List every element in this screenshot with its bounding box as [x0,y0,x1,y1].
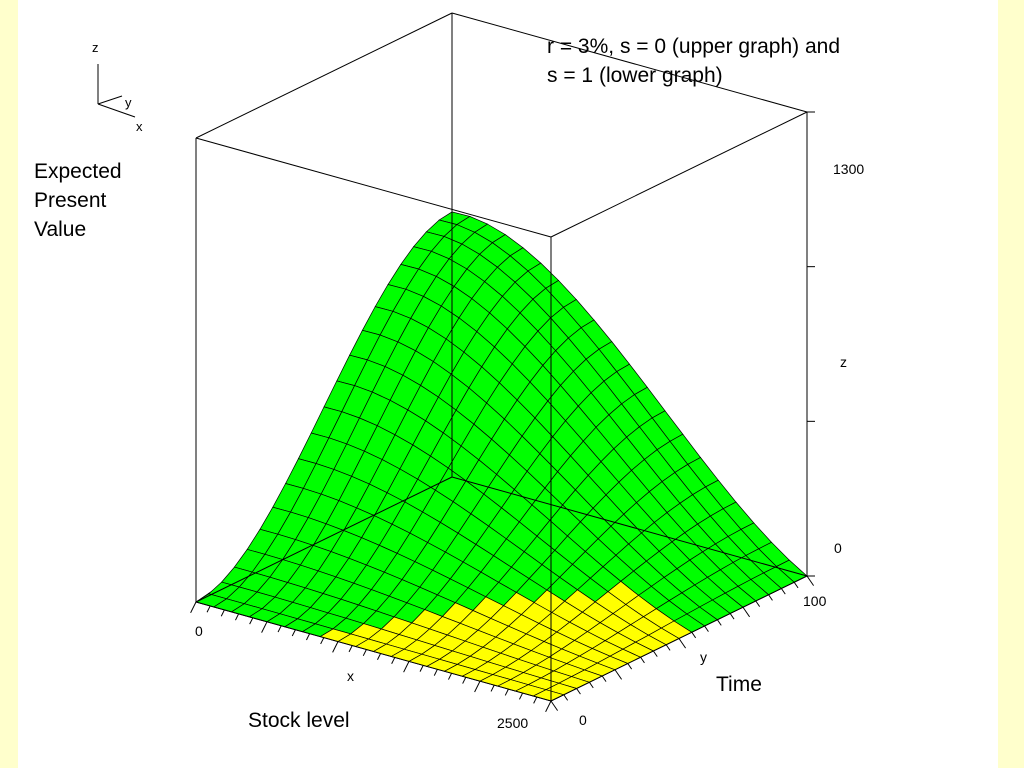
x-tick-mark [291,629,296,637]
bounding-box [195,12,808,702]
caption: r = 3%, s = 0 (upper graph) and s = 1 (l… [547,32,947,90]
x-tick-mark [235,613,240,621]
y-tick-mark [691,631,697,639]
x-tick-mark [545,700,552,713]
z-title-line-2: Present [34,189,107,212]
axis-ticks [190,111,815,713]
x-tick-mark [533,696,538,704]
y-tick-mark [729,613,735,620]
x-tick-mark [433,669,438,676]
y-tick-mark [601,675,607,682]
x-tick-mark [391,657,396,664]
x-tick-mark [320,637,325,645]
x-axis-title: Stock level [248,709,350,732]
x-tick-mark [306,633,311,641]
box-edge-top-1 [550,111,808,238]
box-edge-top-0 [195,137,552,238]
box-edge-top-2 [451,12,808,113]
glyph-y: y [125,95,132,110]
x-tick-mark [332,641,339,653]
z-tick-0: 0 [834,540,842,556]
x-tick-0: 0 [195,623,203,639]
y-tick-mark [704,625,709,632]
y-tick-0: 0 [579,712,587,728]
box-edge-bottom-0 [195,601,552,702]
x-tick-mark [419,665,424,672]
x-tick-mark [403,661,410,673]
x-tick-mark [448,673,453,680]
x-tick-mark [474,680,481,693]
surfaces-layer [195,211,808,702]
x-tick-mark [206,605,211,613]
y-tick-mark [793,581,799,589]
y-tick-mark [627,663,633,670]
z-axis-title: Expected Present Value [34,157,154,244]
y-tick-mark [678,638,687,649]
y-tick-mark [780,588,786,595]
y-tick-mark [716,619,722,626]
x-tick-mark [220,609,225,617]
x-tick-mark [190,601,197,614]
y-tick-mark [755,600,761,607]
x-tick-mark [519,692,524,700]
x-tick-mark [377,653,382,661]
x-tick-mark [249,617,254,625]
x-tick-mark [504,688,509,696]
y-tick-mark [563,694,569,701]
y-axis-letter: y [700,649,707,665]
box-edge-top-3 [195,12,453,139]
orientation-glyph [97,64,136,118]
x-tick-mark [490,684,495,692]
y-tick-mark [588,681,594,689]
y-tick-mark [550,700,559,711]
y-tick-mark [652,650,658,657]
z-title-line-1: Expected [34,160,122,183]
x-tick-mark [348,645,353,653]
y-tick-mark [768,594,773,601]
glyph-z: z [92,40,99,55]
upper-surface [195,211,808,702]
x-tick-mark [362,649,367,657]
y-tick-mark [614,669,623,680]
x-tick-mark [261,621,268,633]
box-edge-bottom-3 [195,476,453,603]
glyph-x: x [136,119,143,134]
z-title-line-3: Value [34,218,87,241]
x-tick-2500: 2500 [497,715,528,731]
y-tick-mark [640,656,645,664]
y-tick-mark [665,644,671,651]
box-edge-bottom-2 [451,476,808,577]
x-tick-mark [462,677,467,684]
y-tick-100: 100 [803,593,827,609]
x-tick-mark [277,625,282,633]
x-axis-letter: x [347,668,354,684]
y-tick-mark [576,688,581,695]
y-tick-mark [806,575,815,586]
y-axis-title: Time [716,673,762,696]
z-tick-1300: 1300 [833,161,864,177]
caption-line-2: s = 1 (lower graph) [547,64,723,87]
y-tick-mark [742,606,751,618]
caption-line-1: r = 3%, s = 0 (upper graph) and [547,35,841,58]
z-axis-letter: z [840,354,847,370]
